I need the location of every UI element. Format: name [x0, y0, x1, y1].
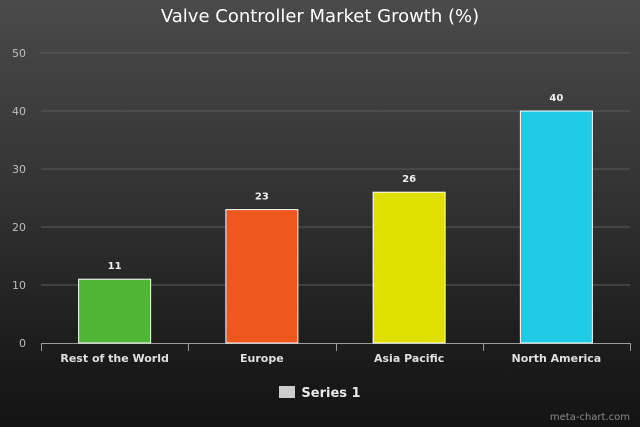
data-label-north-america: 40 [549, 93, 563, 104]
bar-north-america[interactable] [519, 110, 593, 344]
chart-title: Valve Controller Market Growth (%) [160, 6, 480, 27]
x-tick-label-europe: Europe [240, 352, 284, 365]
bars [78, 110, 593, 344]
labels: 0 10 20 30 40 50 11 Rest of the World 23 Europe 26… [12, 47, 601, 365]
y-tick-label-20: 20 [12, 221, 26, 234]
x-tick-label-asia-pacific: Asia Pacific [374, 352, 444, 365]
y-tick-label-50: 50 [12, 47, 26, 60]
watermark: meta-chart.com [549, 412, 630, 423]
y-tick-label-10: 10 [12, 279, 26, 292]
x-tick-label-rest-of-the-world: Rest of the World [60, 352, 169, 365]
data-label-rest-of-the-world: 11 [108, 261, 122, 272]
legend-label: Series 1 [301, 386, 361, 401]
axes [41, 343, 631, 351]
legend-swatch [279, 386, 296, 398]
x-tick-label-north-america: North America [512, 352, 602, 365]
y-tick-label-30: 30 [12, 163, 26, 176]
bar-asia-pacific[interactable] [372, 191, 446, 344]
data-label-asia-pacific: 26 [402, 174, 416, 185]
legend[interactable]: Series 1 [0, 386, 640, 401]
bar-rest-of-the-world[interactable] [78, 278, 152, 344]
data-label-europe: 23 [255, 192, 269, 203]
bar-europe[interactable] [225, 209, 299, 344]
y-tick-label-40: 40 [12, 105, 26, 118]
y-tick-label-0: 0 [19, 337, 26, 350]
